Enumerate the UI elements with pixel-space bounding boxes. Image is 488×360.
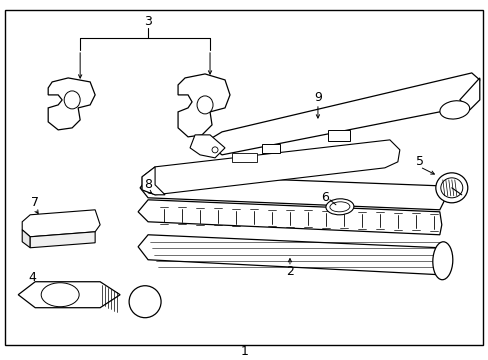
Text: 9: 9 (313, 91, 321, 104)
Polygon shape (459, 78, 479, 110)
Ellipse shape (440, 178, 462, 198)
Text: 8: 8 (144, 178, 152, 191)
Text: 1: 1 (241, 345, 248, 358)
Polygon shape (48, 78, 95, 130)
Ellipse shape (212, 147, 218, 153)
Ellipse shape (432, 242, 452, 280)
Polygon shape (190, 135, 224, 158)
Polygon shape (18, 282, 120, 308)
Ellipse shape (197, 96, 213, 114)
Text: 4: 4 (28, 271, 36, 284)
FancyBboxPatch shape (231, 153, 257, 162)
Polygon shape (142, 140, 399, 195)
Text: 7: 7 (31, 196, 39, 209)
Text: 2: 2 (285, 265, 293, 278)
Ellipse shape (41, 283, 79, 307)
Ellipse shape (129, 286, 161, 318)
Text: 5: 5 (415, 156, 423, 168)
Polygon shape (22, 230, 30, 248)
Polygon shape (142, 167, 165, 195)
Ellipse shape (329, 202, 349, 212)
Ellipse shape (439, 101, 469, 119)
Ellipse shape (64, 91, 80, 109)
Ellipse shape (435, 173, 467, 203)
FancyBboxPatch shape (262, 144, 280, 153)
Polygon shape (22, 210, 100, 237)
Text: 6: 6 (320, 191, 328, 204)
FancyBboxPatch shape (327, 130, 349, 141)
Polygon shape (30, 232, 95, 248)
Polygon shape (138, 235, 444, 275)
Polygon shape (138, 200, 441, 235)
Polygon shape (212, 73, 479, 155)
Ellipse shape (325, 199, 353, 215)
Polygon shape (140, 175, 444, 210)
Polygon shape (178, 74, 229, 137)
Text: 3: 3 (144, 15, 152, 28)
